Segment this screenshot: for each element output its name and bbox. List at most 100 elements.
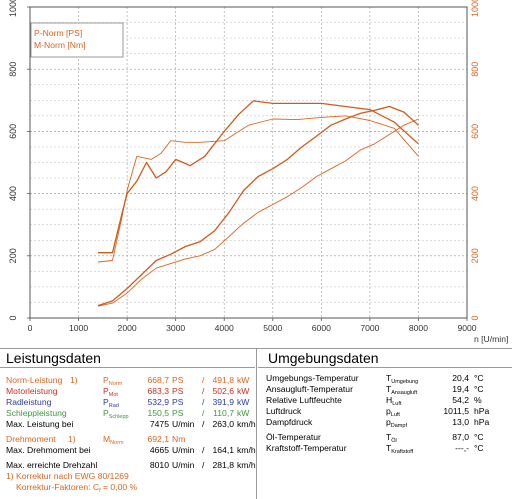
environment-row: Kraftstoff-Temperatur TKraftstoff ---,- °C — [266, 443, 510, 455]
row-unit-1: U/min — [172, 419, 195, 429]
env-value: 1011,5 — [443, 406, 469, 416]
environment-title: Umgebungsdaten — [258, 349, 512, 368]
row-unit-1: U/min — [172, 460, 195, 470]
row-value-1: 4665 — [149, 445, 169, 455]
dyno-chart: 0 200 400 600 800 1000 0 200 400 600 800 1000 0 100… — [8, 0, 508, 344]
row-value-2: 391,9 — [212, 397, 234, 407]
row-symbol: PMot — [103, 386, 118, 401]
row-value-1: 7475 — [149, 419, 169, 429]
env-symbol-letter: p — [386, 406, 391, 416]
row-unit-2: kW — [237, 386, 250, 396]
row-symbol: PSchlepp — [103, 408, 129, 423]
env-symbol-letter: T — [386, 443, 392, 453]
right-tick-label: 1000 — [470, 0, 480, 17]
env-symbol-sub: Luft — [392, 401, 402, 407]
env-value: 87,0 — [452, 432, 469, 442]
results-row: Max. Drehmoment bei 4665 U/min / 164,1 km/h — [6, 445, 256, 456]
row-label: Max. Drehmoment bei — [6, 445, 91, 455]
row-separator: / — [202, 408, 205, 418]
grid — [30, 7, 467, 318]
results-row: Norm-Leistung 1) PNorm 668,7 PS / 491,8 kW — [6, 375, 256, 387]
row-label: Norm-Leistung — [6, 375, 63, 385]
row-value-2: 491,8 — [212, 375, 234, 385]
results-row: Radleistung PRad 532,9 PS / 391,9 kW — [6, 397, 256, 409]
left-tick-label: 1000 — [8, 0, 18, 17]
row-value-1: 532,9 — [147, 397, 169, 407]
env-unit: °C — [474, 384, 484, 394]
env-value: ---,- — [455, 443, 469, 453]
row-symbol: PNorm — [103, 375, 122, 390]
env-symbol-letter: p — [386, 417, 391, 427]
row-value-2: 263,0 — [212, 419, 234, 429]
footnote-factors: Korrektur-Faktoren: Cf = 0,00 % — [16, 482, 138, 494]
row-value-1: 150,5 — [147, 408, 169, 418]
env-unit: °C — [474, 373, 484, 383]
series-line-2 — [97, 115, 419, 263]
row-value-1: 692,1 — [147, 434, 169, 444]
row-symbol-sub: Rad — [108, 403, 119, 409]
environment-row: Luftdruck pLuft 1011,5 hPa — [266, 406, 510, 418]
legend-box — [30, 22, 124, 58]
row-separator: / — [202, 375, 205, 385]
env-symbol-sub: Öl — [391, 438, 397, 444]
env-symbol-letter: T — [386, 384, 392, 394]
x-axis: 0 1000 2000 3000 4000 5000 6000 7000 8000 9000 — [28, 318, 477, 333]
footnote-factors-value: = 0,00 % — [103, 482, 138, 492]
env-unit: % — [474, 395, 482, 405]
env-value: 19,4 — [452, 384, 469, 394]
env-symbol-sub: Umgebung — [391, 379, 419, 385]
env-symbol-sub: Ansaugluft — [391, 390, 418, 396]
row-symbol-letter: P — [103, 386, 109, 396]
legend: P-Norm [PS] M-Norm [Nm] — [30, 22, 124, 58]
env-label: Ansaugluft-Temperatur — [266, 384, 353, 394]
row-value-1: 683,3 — [147, 386, 169, 396]
env-unit: °C — [474, 443, 484, 453]
row-unit-1: PS — [172, 386, 184, 396]
row-unit-1: PS — [172, 408, 184, 418]
series-layer — [97, 100, 419, 307]
env-label: Öl-Temperatur — [266, 432, 321, 442]
environment-row: Relative Luftfeuchte HLuft 54,2% — [266, 395, 510, 407]
row-unit-2: kW — [237, 408, 250, 418]
results-row: Motorleistung PMot 683,3 PS / 502,6 kW — [6, 386, 256, 398]
left-tick-label: 600 — [8, 124, 18, 139]
row-mark: 1) — [70, 375, 78, 385]
row-unit-2: kW — [237, 375, 250, 385]
environment-row: Ansaugluft-Temperatur TAnsaugluft 19,4 °C — [266, 384, 510, 396]
results-row: Schleppleistung PSchlepp 150,5 PS / 110,7 kW — [6, 408, 256, 420]
env-label: Umgebungs-Temperatur — [266, 373, 359, 383]
row-symbol-sub: Norm — [108, 381, 123, 387]
env-symbol: TUmgebung — [386, 373, 418, 388]
row-label: Max. Leistung bei — [6, 419, 74, 429]
env-symbol-letter: H — [386, 395, 393, 405]
footnote-factors-sub: f — [99, 488, 101, 494]
table-divider — [256, 349, 257, 499]
row-unit-1: PS — [172, 397, 184, 407]
x-tick-label: 3000 — [166, 323, 185, 333]
env-symbol: TKraftstoff — [386, 443, 413, 458]
row-unit-2: km/h — [237, 460, 256, 470]
env-label: Luftdruck — [266, 406, 302, 416]
env-symbol: HLuft — [386, 395, 401, 410]
row-value-2: 281,8 — [212, 460, 234, 470]
env-symbol: TÖl — [386, 432, 397, 447]
legend-entry-p-norm: P-Norm [PS] — [34, 28, 82, 38]
right-tick-label: 600 — [470, 124, 480, 139]
env-symbol: pLuft — [386, 406, 400, 421]
row-value-2: 164,1 — [212, 445, 234, 455]
row-unit-2: km/h — [237, 445, 256, 455]
x-tick-label: 8000 — [409, 323, 428, 333]
env-unit: °C — [474, 432, 484, 442]
row-separator: / — [202, 397, 205, 407]
series-line-0 — [97, 118, 419, 307]
row-symbol: PRad — [103, 397, 119, 412]
row-unit-1: U/min — [172, 445, 195, 455]
right-tick-label: 200 — [470, 248, 480, 263]
plot-frame — [29, 6, 468, 319]
environment-row: Dampfdruck pDampf 13,0 hPa — [266, 417, 510, 429]
env-symbol-letter: T — [386, 432, 392, 442]
x-tick-label: 4000 — [215, 323, 234, 333]
right-tick-label: 0 — [470, 315, 480, 320]
environment-row: Öl-Temperatur TÖl 87,0 °C — [266, 432, 510, 444]
row-label: Drehmoment — [6, 434, 56, 444]
